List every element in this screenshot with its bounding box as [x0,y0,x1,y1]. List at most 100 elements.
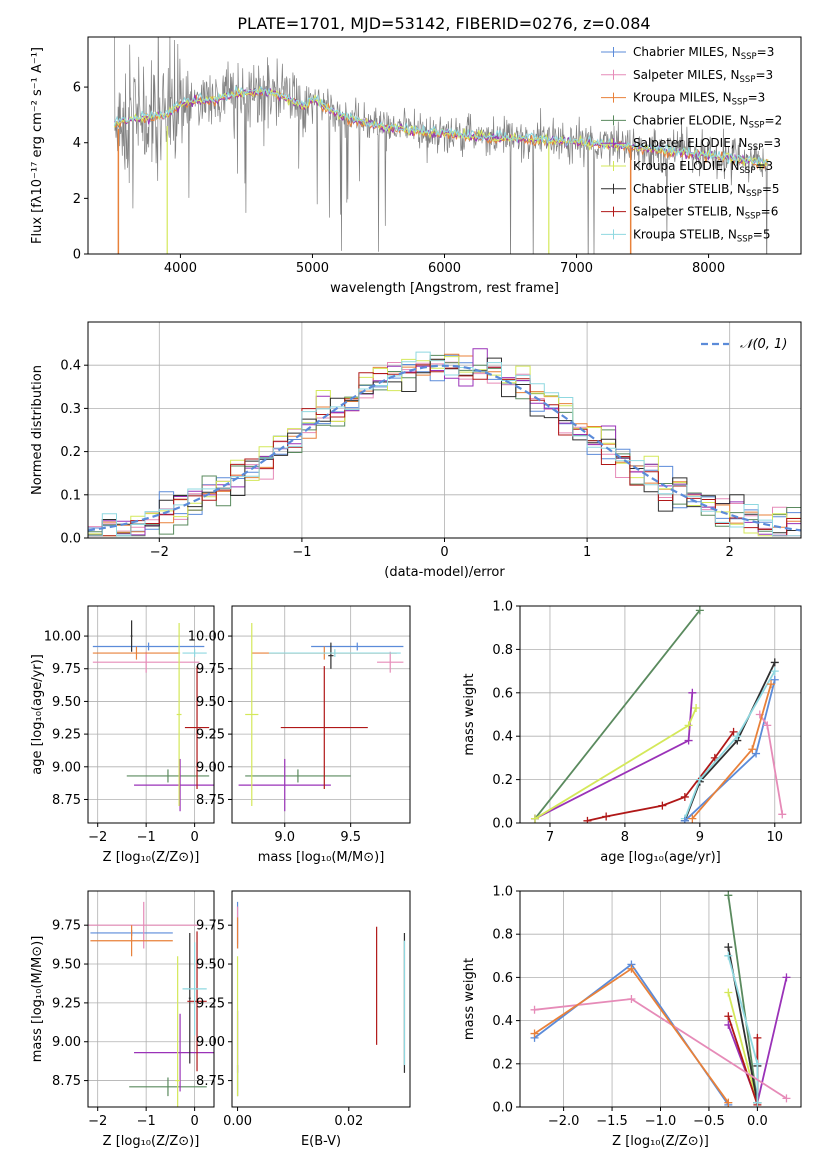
data-point-marker [724,891,733,900]
data-point-marker [753,1098,762,1107]
panel-mass_weight_vs_age: 7 8 9 10 0.0 0.2 0.4 0.6 0.8 1.0 age [log₁₀(age/yr… [462,600,802,865]
axes-frame [87,605,215,824]
x-tick-label: 2 [726,545,734,560]
legend-label-suffix: =5 [762,182,780,196]
data-point-marker [583,816,592,823]
panel-spectrum: 4000 5000 6000 7000 8000 0 2 4 6 wavelength [Angs… [30,36,802,296]
x-tick-label: 0.0 [747,1114,768,1129]
data-point-marker [680,816,689,823]
x-axis-label: E(B-V) [301,1134,341,1149]
y-tick-label: 9.25 [52,996,81,1011]
plot-area-mass_vs_Z [88,901,214,1107]
y-tick-label: 0.4 [492,730,513,745]
legend-label-suffix: =3 [763,136,781,150]
data-point-marker [748,745,757,754]
spectrum-legend: Chabrier MILES, NSSP=3 Salpeter MILES, NS… [601,45,782,244]
data-point-marker [724,1012,733,1021]
series-line-chabrier_stelib [684,662,776,822]
x-tick-label: 0 [190,1114,198,1129]
x-tick-label: 7000 [560,261,593,276]
y-tick-label: 9.50 [52,695,81,710]
legend-label-suffix: =5 [753,227,771,241]
y-tick-label: 0.3 [60,402,81,417]
data-point-marker [658,801,667,810]
x-tick-label: −2 [88,830,107,845]
x-axis-label: age [log₁₀(age/yr)] [600,850,721,865]
legend-label: Salpeter MILES, NSSP=3 [633,68,773,85]
y-axis-label: mass weight [462,958,477,1040]
series-line-salpeter_miles [759,713,784,815]
axes-frame [519,605,802,824]
panel-mass_weight_vs_Z: −2.0 −1.5 −1.0 −0.5 0.0 0.0 0.2 0.4 0.6 0.8 1.0 Z [… [462,885,802,1149]
y-axis-label: age [log₁₀(age/yr)] [30,654,45,775]
y-tick-label: 1.0 [492,885,513,900]
axes-frame [87,321,802,539]
y-tick-label: 9.50 [196,695,225,710]
x-tick-label: 9.0 [274,830,295,845]
legend-label: Kroupa STELIB, NSSP=5 [633,227,771,244]
legend-label-sub: SSP [746,189,762,199]
plot-area-mass_weight_vs_age [530,606,787,823]
y-axis-label: mass [log₁₀(M/M⊙)] [30,936,45,1063]
plot-area-mass_weight_vs_Z [530,891,791,1107]
data-point-marker [695,606,704,615]
x-tick-label: 9.5 [340,830,361,845]
legend-label: Kroupa ELODIE, NSSP=3 [633,159,773,176]
panel-age_vs_Z: −2 −1 0 8.75 9.00 9.25 9.50 9.75 10.00 Z [log₁₀(Z… [30,605,215,865]
x-tick-label: 9 [696,830,704,845]
legend-label-suffix: =3 [757,45,775,59]
data-point-marker [782,973,791,982]
y-tick-label: 9.75 [52,662,81,677]
x-tick-label: 8000 [692,261,725,276]
data-point-marker [692,703,701,712]
data-point-marker [770,658,779,667]
data-point-marker [680,792,689,801]
x-axis-label: (data-model)/error [384,565,505,580]
x-tick-label: 7 [546,830,554,845]
grid-age_vs_mass [232,606,410,823]
legend-label: Chabrier ELODIE, NSSP=2 [633,113,782,130]
legend-label-sub: SSP [741,52,757,62]
y-tick-label: 0.0 [60,532,81,547]
y-tick-label: 9.75 [196,662,225,677]
y-tick-label: 0.6 [492,971,513,986]
series-line-kroupa_miles [691,683,772,820]
axes-frame [231,890,411,1108]
figure-title: PLATE=1701, MJD=53142, FIBERID=0276, z=0… [237,14,650,33]
x-tick-label: 8 [621,830,629,845]
plot-area-residuals [88,348,801,537]
y-tick-label: 2 [73,192,81,207]
y-tick-label: 0.2 [492,773,513,788]
x-tick-label: 0.00 [223,1114,252,1129]
axes-frame [87,36,802,255]
panel-age_vs_mass: 9.0 9.5 8.75 9.00 9.25 9.50 9.75 10.00 mass [log… [188,605,411,865]
axes-frame [519,890,802,1108]
legend-label: Kroupa MILES, NSSP=3 [633,91,765,108]
y-tick-label: 10.00 [44,630,81,645]
y-tick-label: 0.6 [492,686,513,701]
model-line-salpeter_elodie [114,88,769,168]
x-tick-label: 0 [190,830,198,845]
legend-label-suffix: =6 [761,205,779,219]
y-tick-label: 0 [73,248,81,263]
y-tick-label: 9.75 [196,919,225,934]
series-line-kroupa_stelib [684,670,776,820]
x-tick-label: −1.0 [645,1114,677,1129]
data-point-marker [763,721,772,730]
y-tick-label: 0.8 [492,928,513,943]
x-tick-label: −1 [292,545,311,560]
legend-label-suffix: =3 [755,68,773,82]
legend-label: Salpeter ELODIE, NSSP=3 [633,136,781,153]
data-point-marker [530,1005,539,1014]
series-line-salpeter_stelib [587,731,735,822]
panel-mass_vs_Z: −2 −1 0 8.75 9.00 9.25 9.50 9.75 Z [log₁₀(Z/Z⊙)]… [30,890,215,1149]
y-tick-label: 9.00 [52,760,81,775]
y-axis-label: Normed distribution [30,365,45,495]
data-point-marker [530,1029,539,1038]
legend-label-sub: SSP [749,120,765,130]
data-point-marker [688,814,697,823]
x-axis-label: Z [log₁₀(Z/Z⊙)] [103,1134,200,1149]
y-tick-label: 0.2 [492,1057,513,1072]
data-point-marker [778,810,787,819]
